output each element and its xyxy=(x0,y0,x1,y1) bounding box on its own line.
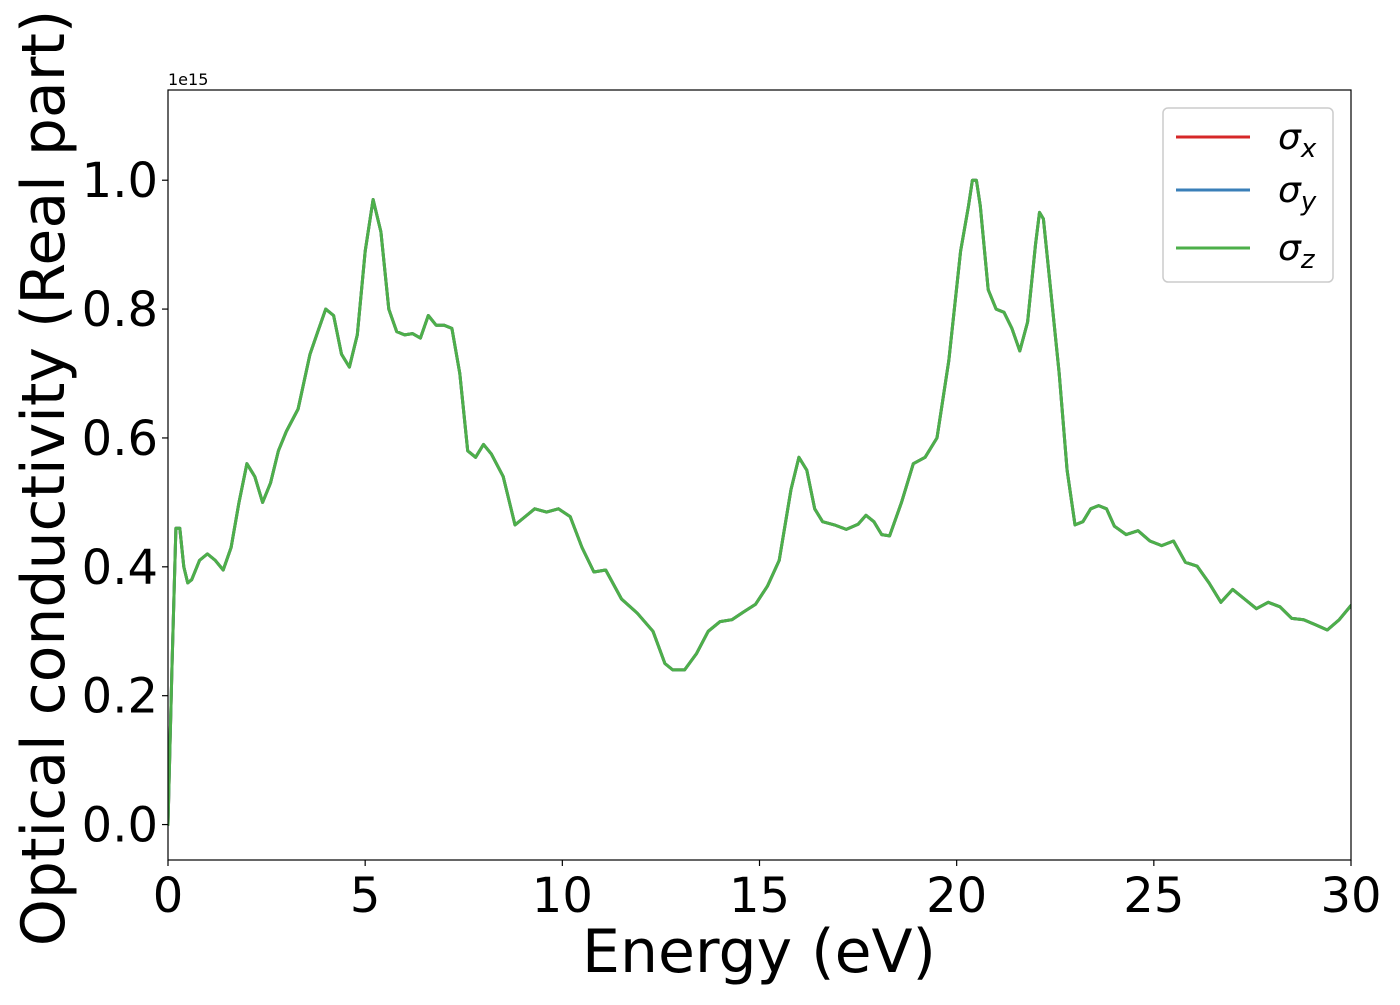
x-tick-label: 25 xyxy=(1123,868,1184,924)
y-tick-label: 0.0 xyxy=(82,798,158,854)
x-tick-label: 30 xyxy=(1320,868,1381,924)
y-tick-label: 1.0 xyxy=(82,153,158,209)
legend-frame xyxy=(1162,107,1334,283)
ticks-layer: 0 5 10 15 20 25 30 0.0 0.2 0.4 0.6 0.8 1.0 xyxy=(82,153,1382,924)
legend-entry-z: σz xyxy=(1176,228,1316,275)
x-tick-label: 0 xyxy=(153,868,184,924)
legend-label-y: σy xyxy=(1278,170,1317,217)
legend-entry-x: σx xyxy=(1176,117,1317,164)
x-tick-label: 5 xyxy=(350,868,381,924)
x-axis-label: Energy (eV) xyxy=(582,917,936,987)
x-tick-label: 15 xyxy=(729,868,790,924)
y-tick-label: 0.8 xyxy=(82,282,158,338)
legend-entry-y: σy xyxy=(1176,170,1317,217)
y-tick-label: 0.4 xyxy=(82,540,158,596)
series-layer xyxy=(168,178,1351,827)
y-tick-label: 0.2 xyxy=(82,669,158,725)
legend-label-z: σz xyxy=(1278,228,1316,275)
y-tick-label: 0.6 xyxy=(82,411,158,467)
legend: σx σy σz xyxy=(1162,107,1334,283)
x-tick-label: 20 xyxy=(926,868,987,924)
plot-frame xyxy=(167,89,1352,861)
y-offset-label: 1e15 xyxy=(168,70,208,89)
y-axis-label: Optical conductivity (Real part) xyxy=(9,10,79,947)
x-tick-label: 10 xyxy=(532,868,593,924)
legend-label-x: σx xyxy=(1278,117,1317,164)
series-line-z xyxy=(168,178,1351,827)
